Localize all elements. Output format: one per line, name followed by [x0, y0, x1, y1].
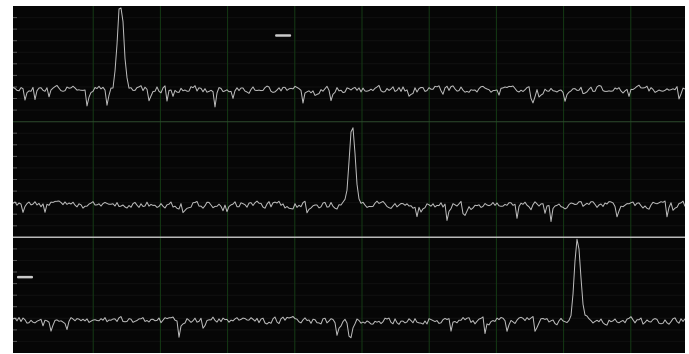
grid	[13, 6, 685, 353]
channel-trace	[13, 127, 685, 222]
waveform-canvas	[13, 6, 685, 353]
channel-trace	[13, 238, 685, 339]
channel-trace	[13, 7, 685, 108]
level-marker	[17, 275, 33, 279]
channel-dividers	[13, 121, 685, 239]
traces	[13, 7, 685, 339]
markers	[17, 34, 292, 279]
level-marker	[275, 34, 292, 37]
waveform-display	[13, 6, 685, 353]
